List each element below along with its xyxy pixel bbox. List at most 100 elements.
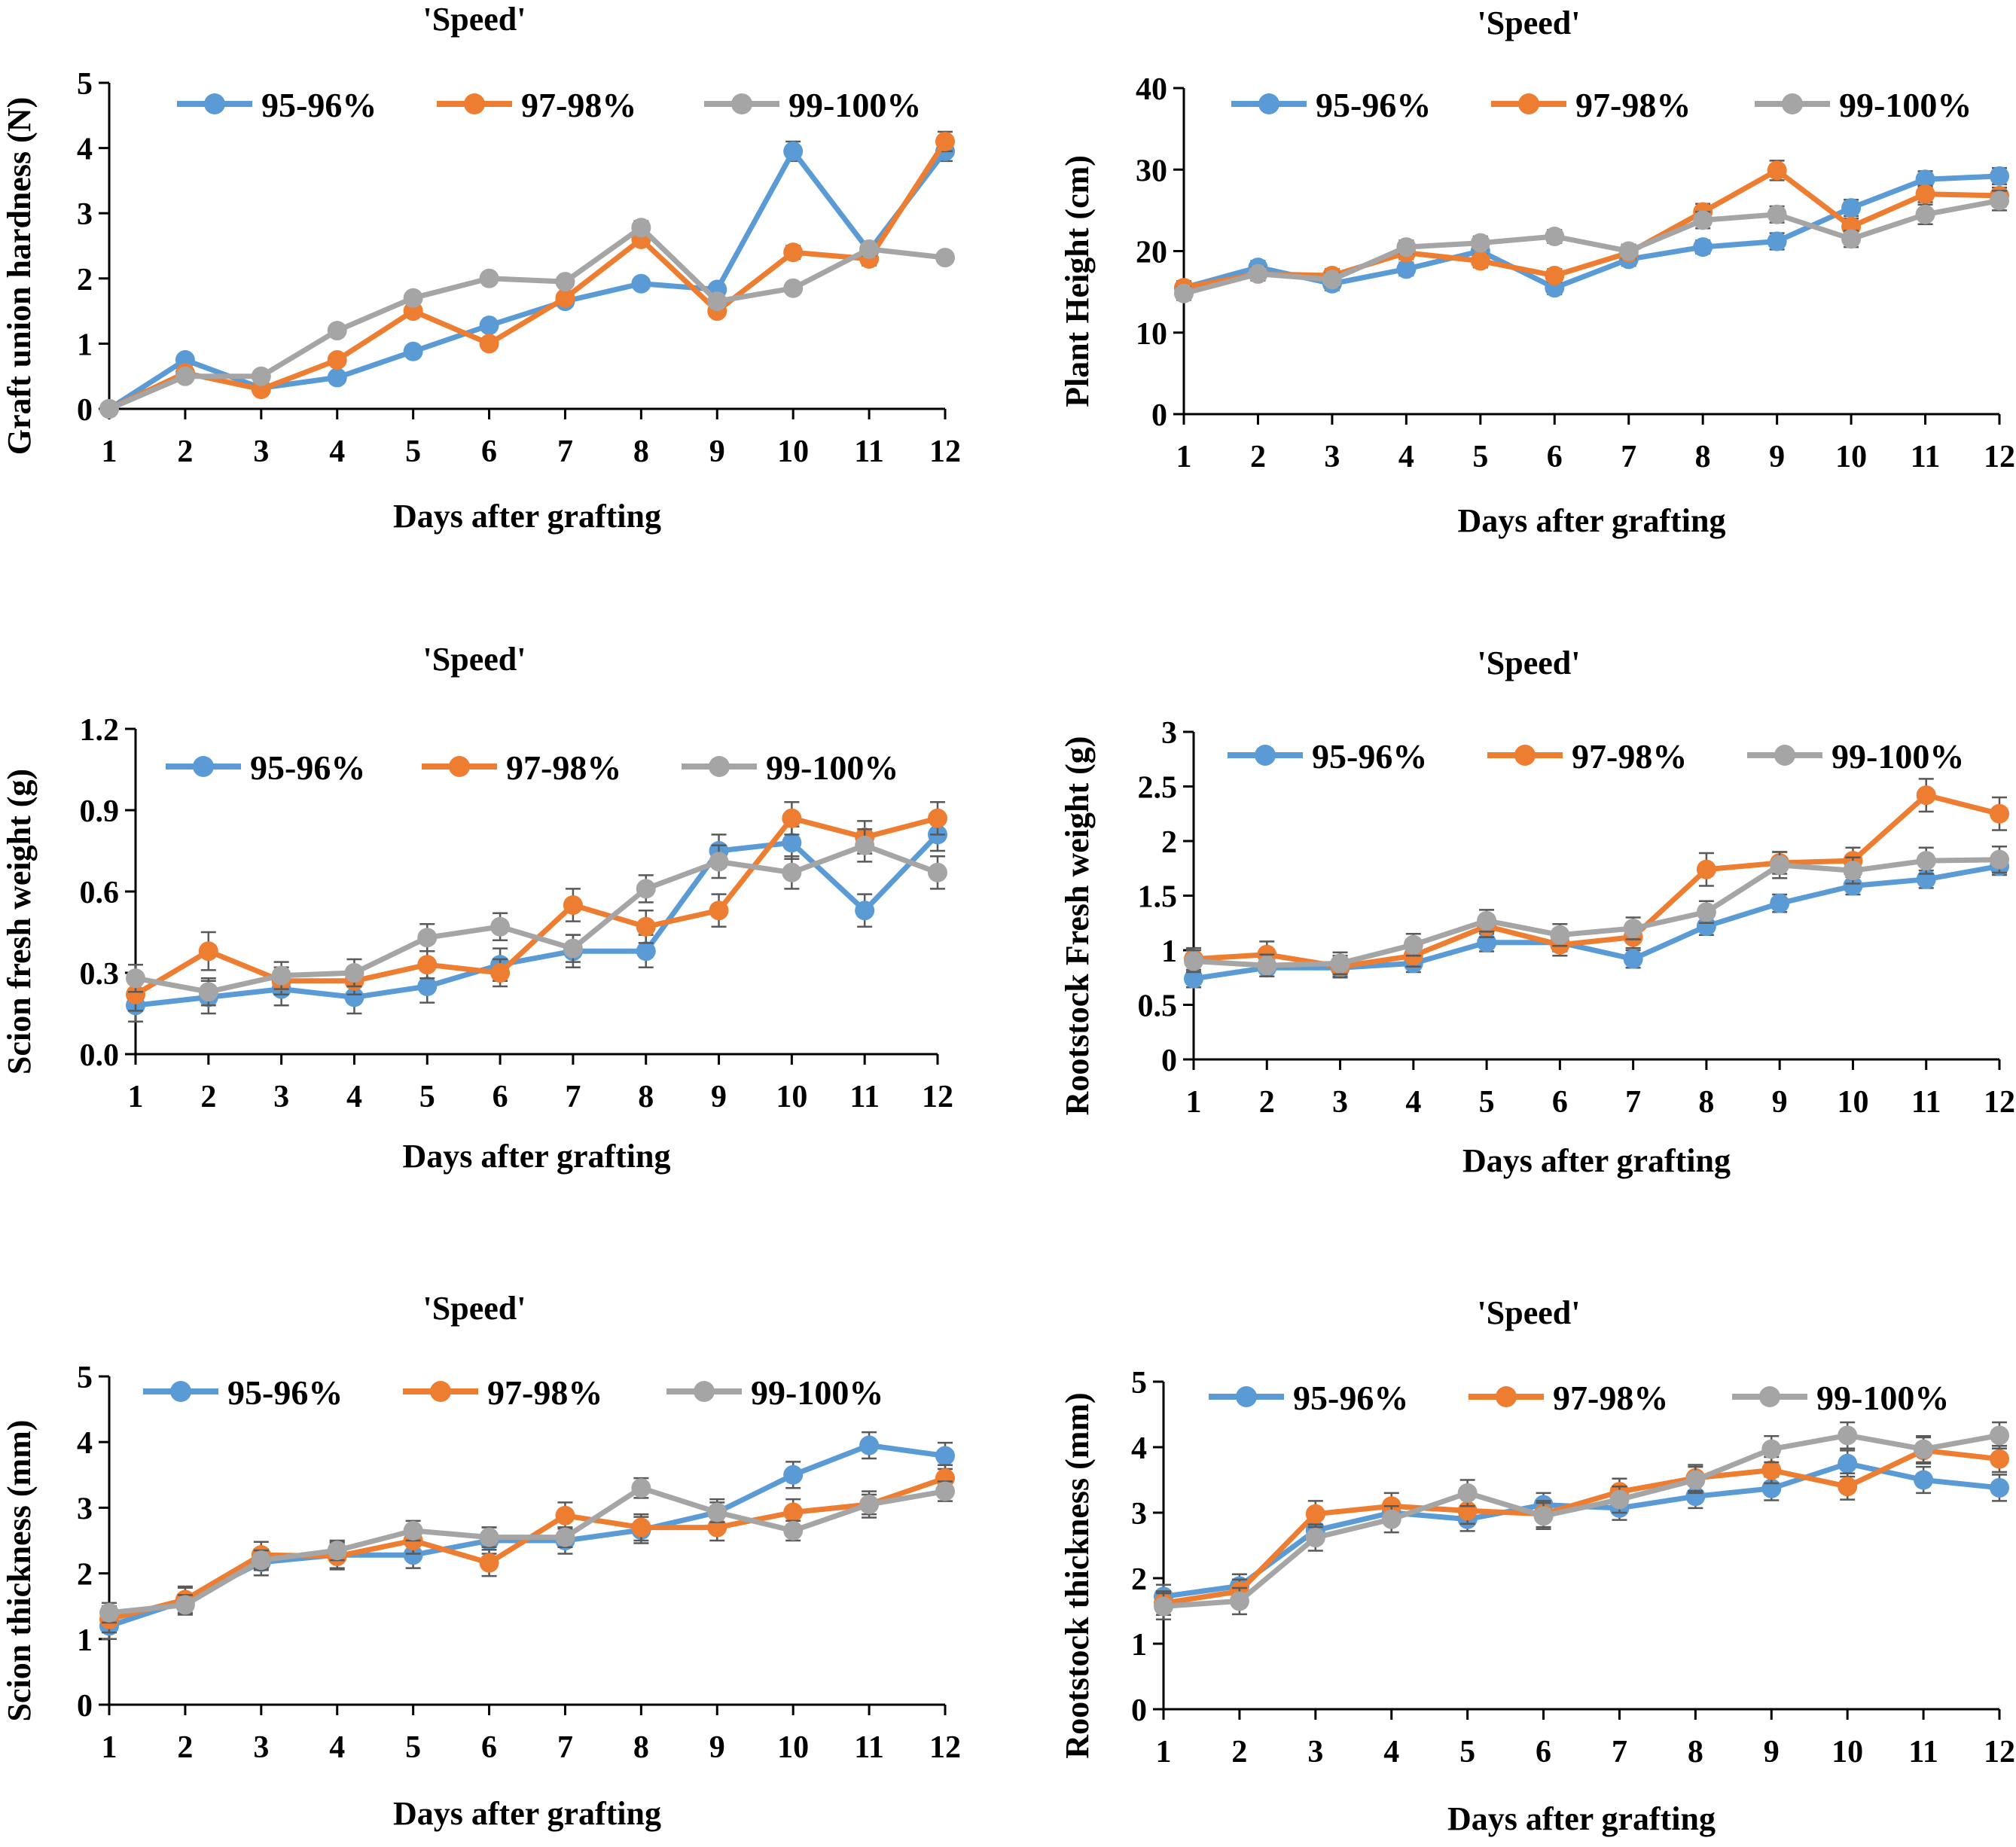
legend-entry: 97-98% <box>1487 737 1687 776</box>
data-point <box>1322 270 1342 290</box>
data-point <box>855 835 875 855</box>
chart-title: 'Speed' <box>423 1290 526 1327</box>
series-line <box>108 1485 946 1616</box>
data-point <box>198 941 218 962</box>
series-line <box>108 1475 947 1622</box>
data-point <box>403 1545 423 1565</box>
data-point <box>1761 1460 1782 1480</box>
y-tick-label: 40 <box>1136 72 1167 107</box>
data-point <box>1174 283 1194 303</box>
data-point <box>1696 916 1716 937</box>
y-tick-label: 1 <box>77 328 93 362</box>
series-line <box>1183 197 2000 297</box>
chart-title: 'Speed' <box>1478 5 1581 41</box>
data-point <box>344 963 364 983</box>
data-point <box>935 131 955 151</box>
data-point <box>327 1541 347 1561</box>
data-point <box>859 239 880 259</box>
data-point <box>1915 184 1935 204</box>
y-tick-label: 2 <box>77 263 93 297</box>
data-point <box>859 1495 880 1515</box>
data-point <box>1990 166 2009 186</box>
x-tick-label: 5 <box>405 1730 421 1765</box>
x-tick-label: 4 <box>1398 440 1414 474</box>
legend-label: 99-100% <box>1816 1379 1949 1417</box>
x-tick-label: 1 <box>128 1080 144 1114</box>
x-tick-label: 12 <box>1984 1735 2015 1769</box>
data-point <box>417 955 438 975</box>
x-tick-label: 3 <box>1324 440 1340 474</box>
legend-marker <box>1236 1386 1257 1407</box>
legend-entry: 99-100% <box>682 748 898 787</box>
legend-entry: 99-100% <box>666 1373 883 1412</box>
data-point <box>1761 1439 1782 1459</box>
data-point <box>1623 919 1643 938</box>
legend-entry: 95-96% <box>166 748 365 787</box>
y-tick-label: 0.6 <box>80 876 120 910</box>
y-tick-label: 20 <box>1136 236 1167 270</box>
data-point <box>1990 849 2009 870</box>
x-tick-label: 7 <box>1612 1735 1627 1769</box>
legend-label: 99-100% <box>1839 86 1972 124</box>
x-tick-label: 11 <box>1911 440 1941 474</box>
legend-marker <box>709 756 730 777</box>
legend-entry: 99-100% <box>1747 737 1964 776</box>
data-point <box>1257 956 1277 976</box>
data-point <box>1770 893 1790 913</box>
data-point <box>1248 264 1268 284</box>
chart-title: 'Speed' <box>423 1 526 38</box>
data-point <box>327 367 347 388</box>
x-tick-label: 6 <box>493 1080 508 1114</box>
data-point <box>1990 1449 2009 1469</box>
data-point <box>1396 259 1417 279</box>
x-tick-label: 2 <box>1231 1735 1247 1769</box>
x-tick-label: 11 <box>1911 1085 1941 1120</box>
y-tick-label: 3 <box>77 1492 93 1526</box>
series-line <box>1193 857 2000 968</box>
data-point <box>563 895 583 915</box>
y-tick-label: 3 <box>1161 716 1177 751</box>
legend-label: 95-96% <box>1312 737 1427 776</box>
data-point <box>403 341 423 361</box>
data-point <box>479 315 499 336</box>
data-point <box>1305 1528 1325 1548</box>
data-point <box>783 141 804 161</box>
data-point <box>631 218 651 238</box>
legend-label: 99-100% <box>766 748 898 787</box>
legend-entry: 95-96% <box>177 86 377 124</box>
series-line <box>135 832 940 1008</box>
x-tick-label: 8 <box>633 1730 649 1765</box>
chart-panel-4: 'Speed'00.511.522.531 2 3 4 5 6 7 8 9 10 11 12Days … <box>1059 645 2015 1179</box>
series-line <box>135 843 939 995</box>
x-tick-label: 12 <box>929 1730 961 1765</box>
y-axis-label: Graft union hardness (N) <box>1 97 38 456</box>
data-point <box>479 334 499 354</box>
x-tick-label: 7 <box>557 434 573 469</box>
y-tick-label: 0 <box>1151 398 1167 433</box>
x-tick-label: 9 <box>709 434 725 469</box>
y-tick-label: 0.3 <box>80 957 120 992</box>
chart-title: 'Speed' <box>423 641 526 678</box>
data-point <box>251 1550 271 1571</box>
x-tick-label: 12 <box>929 434 961 469</box>
data-point <box>1330 953 1350 974</box>
x-tick-label: 3 <box>1332 1085 1348 1120</box>
x-tick-label: 2 <box>1259 1085 1275 1120</box>
legend-marker <box>1255 745 1276 766</box>
x-tick-label: 3 <box>1307 1735 1323 1769</box>
x-tick-label: 11 <box>854 1730 884 1765</box>
series-line <box>108 139 947 412</box>
x-tick-label: 4 <box>329 1730 345 1765</box>
data-point <box>1545 227 1565 247</box>
chart-panel-3: 'Speed'0.00.30.60.91.21 2 3 4 5 6 7 8 9 10 11 12Day… <box>1 641 953 1175</box>
x-tick-label: 1 <box>1156 1735 1172 1769</box>
y-axis-label: Rootstock thickness (mm) <box>1059 1392 1096 1758</box>
data-point <box>490 916 511 937</box>
legend-entry: 95-96% <box>1228 737 1427 776</box>
legend-entry: 99-100% <box>704 86 921 124</box>
data-point <box>1990 1425 2009 1446</box>
x-tick-label: 6 <box>481 1730 497 1765</box>
x-tick-label: 12 <box>1984 440 2015 474</box>
data-point <box>490 963 511 983</box>
legend-marker <box>193 756 214 777</box>
